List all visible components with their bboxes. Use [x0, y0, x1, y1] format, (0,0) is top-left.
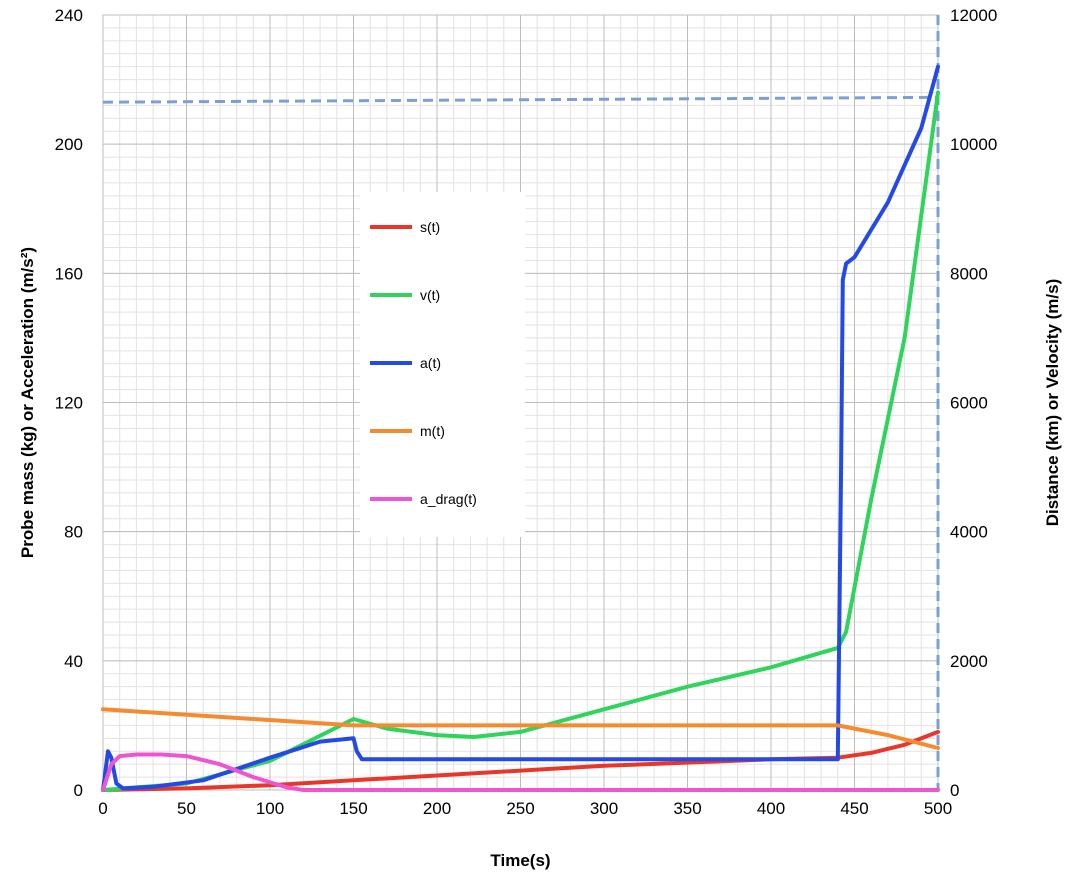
legend: s(t) v(t) a(t) m(t) a_drag(t) — [360, 192, 525, 537]
x-tick-label: 300 — [590, 799, 618, 818]
right-y-tick-label: 10000 — [950, 135, 997, 154]
series-line-a-drag-t — [101, 752, 940, 792]
left-y-axis-title: Probe mass (kg) or Acceleration (m/s²) — [18, 247, 37, 558]
x-tick-label: 400 — [757, 799, 785, 818]
x-tick-label: 200 — [423, 799, 451, 818]
series-line-a-t — [101, 64, 940, 792]
left-y-tick-label: 120 — [55, 394, 83, 413]
right-y-tick-label: 6000 — [950, 394, 988, 413]
series-line-m-t — [101, 707, 940, 750]
reference-line-horizontal — [102, 95, 939, 104]
x-tick-label: 150 — [339, 799, 367, 818]
left-y-tick-label: 160 — [55, 264, 83, 283]
x-tick-label: 50 — [177, 799, 196, 818]
x-tick-label: 100 — [256, 799, 284, 818]
left-y-tick-label: 240 — [55, 6, 83, 25]
legend-label: s(t) — [420, 219, 440, 235]
x-axis-title: Time(s) — [490, 851, 550, 870]
left-y-tick-label: 80 — [64, 523, 83, 542]
right-y-tick-label: 4000 — [950, 523, 988, 542]
tick-labels: 0 50 100 150 200 250 300 350 400 450 5000408012016… — [55, 6, 998, 818]
x-tick-label: 0 — [98, 799, 107, 818]
left-y-tick-label: 40 — [64, 652, 83, 671]
legend-label: a_drag(t) — [420, 491, 477, 507]
right-y-axis-title: Distance (km) or Velocity (m/s) — [1043, 279, 1062, 527]
left-y-tick-label: 0 — [74, 781, 83, 800]
x-tick-label: 350 — [673, 799, 701, 818]
series-line-s-t — [101, 729, 940, 792]
right-y-tick-label: 12000 — [950, 6, 997, 25]
legend-label: m(t) — [420, 423, 445, 439]
x-tick-label: 250 — [506, 799, 534, 818]
legend-label: v(t) — [420, 287, 440, 303]
right-y-tick-label: 2000 — [950, 652, 988, 671]
left-y-tick-label: 200 — [55, 135, 83, 154]
right-y-tick-label: 0 — [950, 781, 959, 800]
reference-lines — [102, 15, 940, 790]
x-tick-label: 450 — [840, 799, 868, 818]
series-group — [101, 64, 940, 792]
right-y-tick-label: 8000 — [950, 264, 988, 283]
x-tick-label: 500 — [924, 799, 952, 818]
legend-label: a(t) — [420, 355, 441, 371]
